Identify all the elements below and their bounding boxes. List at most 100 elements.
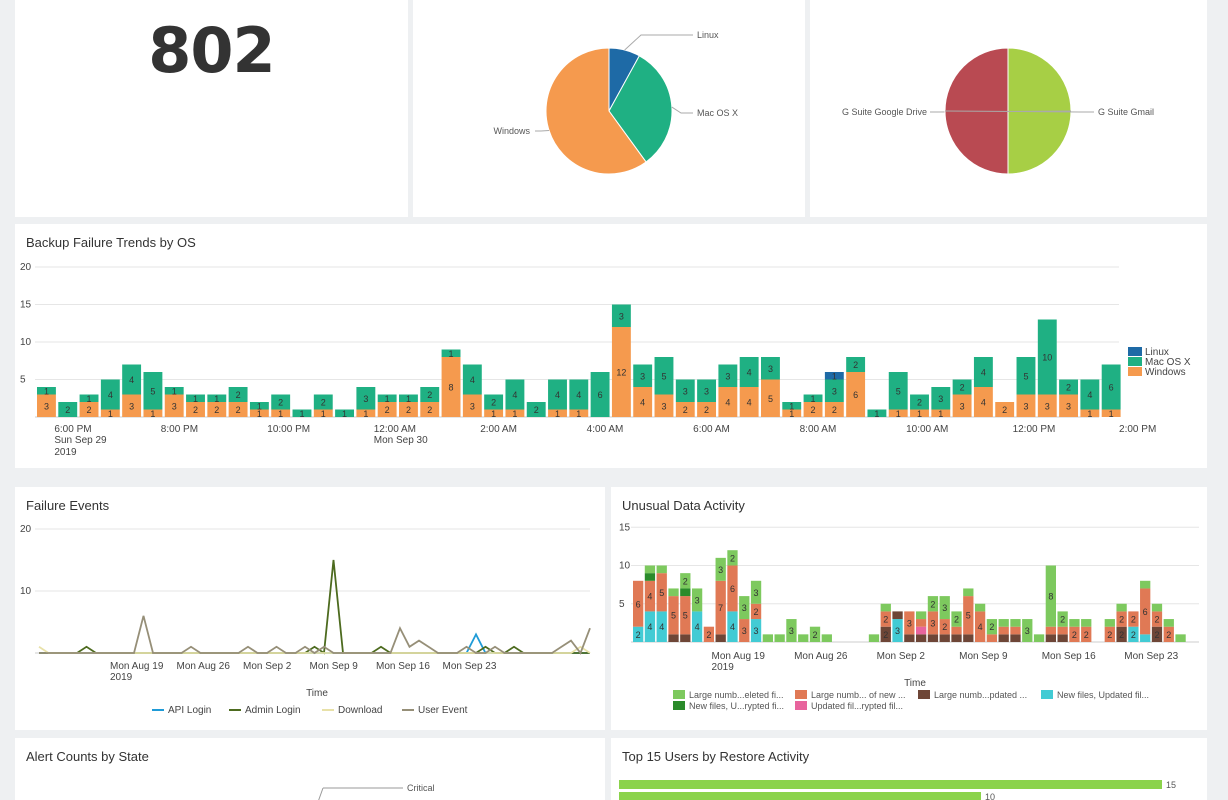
unusual-bar-segment[interactable]: [656, 573, 667, 612]
unusual-bar-segment[interactable]: [892, 611, 903, 620]
unusual-bar-segment[interactable]: [1010, 634, 1021, 642]
backup-bar-mac-os-x[interactable]: [697, 379, 717, 403]
backup-bar-mac-os-x[interactable]: [79, 394, 99, 403]
backup-bar-mac-os-x[interactable]: [484, 394, 504, 410]
unusual-bar-segment[interactable]: [951, 634, 962, 642]
unusual-bar-segment[interactable]: [1057, 626, 1068, 635]
backup-bar-mac-os-x[interactable]: [952, 379, 972, 395]
backup-bar-windows[interactable]: [186, 402, 205, 417]
unusual-bar-segment[interactable]: [998, 626, 1009, 635]
unusual-bar-segment[interactable]: [916, 634, 927, 642]
backup-bar-windows[interactable]: [931, 409, 951, 418]
unusual-bar-segment[interactable]: [1045, 634, 1056, 642]
unusual-bar-segment[interactable]: [668, 588, 679, 597]
unusual-bar-segment[interactable]: [1163, 626, 1174, 642]
unusual-bar-segment[interactable]: [680, 634, 691, 642]
unusual-bar-segment[interactable]: [1057, 611, 1068, 627]
unusual-bar-segment[interactable]: [916, 626, 927, 635]
unusual-bar-segment[interactable]: [868, 634, 880, 642]
failure-legend-user-event[interactable]: User Event: [418, 705, 468, 716]
backup-bar-mac-os-x[interactable]: [611, 304, 631, 328]
backup-bar-mac-os-x[interactable]: [675, 379, 695, 403]
backup-bar-windows[interactable]: [100, 409, 120, 418]
unusual-bar-segment[interactable]: [750, 580, 762, 604]
unusual-bar-segment[interactable]: [668, 596, 679, 635]
backup-bar-mac-os-x[interactable]: [1037, 319, 1057, 395]
backup-bar-mac-os-x[interactable]: [1016, 357, 1036, 395]
backup-bar-mac-os-x[interactable]: [654, 357, 674, 395]
backup-bar-windows[interactable]: [824, 402, 844, 417]
failure-line-user-event[interactable]: [39, 615, 591, 655]
unusual-bar-segment[interactable]: [1140, 588, 1151, 635]
unusual-bar-segment[interactable]: [1069, 619, 1080, 627]
failure-legend-admin-login[interactable]: Admin Login: [245, 705, 301, 716]
unusual-bar-segment[interactable]: [739, 619, 750, 642]
unusual-bar-segment[interactable]: [1081, 619, 1092, 627]
backup-bar-windows[interactable]: [675, 402, 695, 417]
backup-bar-mac-os-x[interactable]: [739, 357, 759, 387]
backup-bar-mac-os-x[interactable]: [824, 379, 844, 403]
backup-bar-windows[interactable]: [271, 409, 291, 418]
backup-bar-windows[interactable]: [505, 409, 525, 418]
backup-bar-windows[interactable]: [654, 394, 674, 418]
backup-bar-linux[interactable]: [824, 372, 844, 380]
unusual-bar-segment[interactable]: [986, 634, 998, 642]
unusual-bar-segment[interactable]: [750, 603, 762, 620]
backup-bar-mac-os-x[interactable]: [356, 387, 376, 410]
backup-bar-mac-os-x[interactable]: [271, 394, 291, 410]
backup-bar-mac-os-x[interactable]: [526, 402, 546, 417]
backup-bar-mac-os-x[interactable]: [377, 394, 397, 403]
backup-bar-mac-os-x[interactable]: [569, 379, 589, 410]
unusual-bar-segment[interactable]: [880, 603, 891, 612]
backup-bar-windows[interactable]: [462, 394, 482, 418]
backup-bar-windows[interactable]: [122, 394, 142, 418]
backup-bar-mac-os-x[interactable]: [590, 372, 610, 417]
unusual-bar-segment[interactable]: [904, 634, 915, 642]
backup-bar-windows[interactable]: [910, 409, 929, 418]
backup-bar-mac-os-x[interactable]: [1059, 379, 1079, 395]
unusual-bar-segment[interactable]: [963, 588, 974, 597]
unusual-bar-segment[interactable]: [656, 565, 667, 574]
unusual-bar-segment[interactable]: [821, 634, 832, 642]
backup-bar-mac-os-x[interactable]: [292, 409, 312, 418]
failure-legend-download[interactable]: Download: [338, 705, 382, 716]
unusual-bar-segment[interactable]: [680, 573, 691, 589]
backup-bar-mac-os-x[interactable]: [399, 394, 418, 403]
unusual-bar-segment[interactable]: [1128, 626, 1139, 642]
unusual-bar-segment[interactable]: [927, 596, 939, 612]
unusual-bar-segment[interactable]: [892, 619, 903, 642]
unusual-bar-segment[interactable]: [739, 596, 750, 620]
unusual-bar-segment[interactable]: [963, 634, 974, 642]
unusual-bar-segment[interactable]: [1140, 634, 1151, 642]
backup-bar-windows[interactable]: [37, 394, 56, 418]
unusual-bar-segment[interactable]: [1081, 626, 1092, 642]
unusual-bar-segment[interactable]: [927, 634, 939, 642]
backup-bar-windows[interactable]: [1016, 394, 1036, 418]
backup-bar-windows[interactable]: [633, 387, 653, 417]
unusual-bar-segment[interactable]: [1033, 634, 1045, 642]
backup-legend-mac-os-x[interactable]: Mac OS X: [1145, 357, 1191, 368]
backup-bar-mac-os-x[interactable]: [803, 394, 823, 403]
backup-bar-windows[interactable]: [1080, 409, 1100, 418]
unusual-bar-segment[interactable]: [715, 580, 726, 635]
unusual-bar-segment[interactable]: [703, 626, 715, 642]
backup-bar-windows[interactable]: [420, 402, 440, 417]
unusual-bar-segment[interactable]: [762, 634, 773, 642]
unusual-bar-segment[interactable]: [939, 619, 950, 635]
backup-bar-mac-os-x[interactable]: [100, 379, 120, 410]
unusual-bar-segment[interactable]: [916, 619, 927, 627]
unusual-bar-segment[interactable]: [880, 626, 891, 642]
os-pie-slice-mac-os-x[interactable]: [608, 55, 673, 163]
backup-bar-windows[interactable]: [846, 372, 866, 417]
backup-bar-mac-os-x[interactable]: [888, 372, 908, 410]
backup-bar-windows[interactable]: [164, 394, 184, 418]
backup-bar-mac-os-x[interactable]: [1101, 364, 1121, 410]
unusual-bar-segment[interactable]: [927, 611, 939, 635]
unusual-bar-segment[interactable]: [1140, 580, 1151, 589]
backup-bar-mac-os-x[interactable]: [718, 364, 738, 388]
backup-bar-windows[interactable]: [548, 409, 567, 418]
unusual-bar-segment[interactable]: [1116, 603, 1127, 612]
backup-bar-mac-os-x[interactable]: [420, 387, 440, 402]
unusual-bar-segment[interactable]: [1069, 626, 1080, 642]
unusual-bar-segment[interactable]: [1151, 611, 1163, 627]
